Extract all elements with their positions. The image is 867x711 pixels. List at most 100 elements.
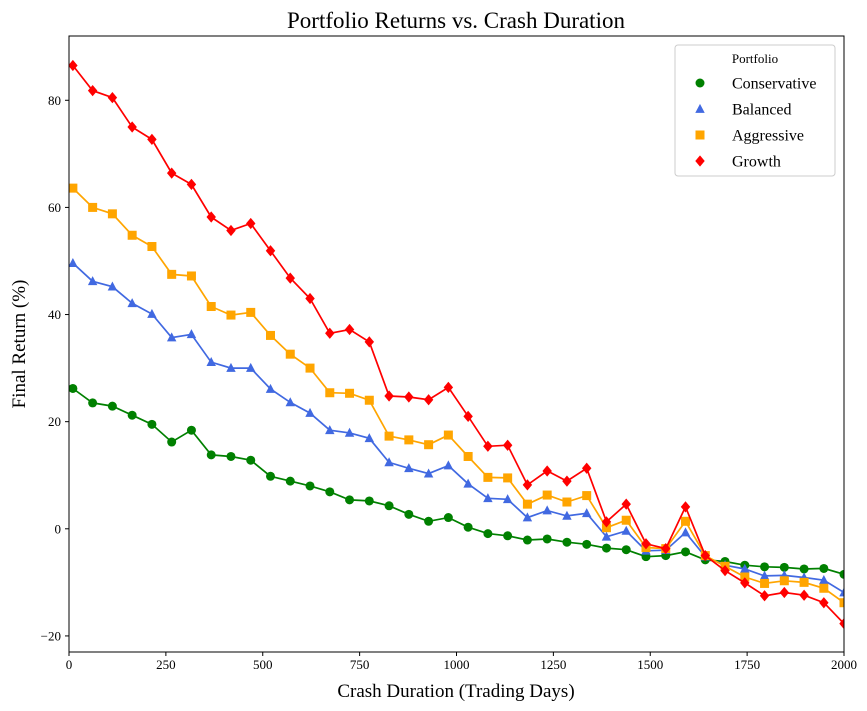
data-point-growth [522,479,533,491]
legend-marker-balanced [695,103,705,113]
data-point-conservative [226,451,236,461]
data-point-aggressive [542,490,552,500]
data-point-conservative [601,543,611,553]
data-point-growth [839,617,844,630]
x-tick-label: 250 [156,657,176,672]
data-point-conservative [799,564,809,574]
data-point-growth [325,327,335,339]
data-point-growth [384,390,394,402]
data-point-balanced [581,508,592,518]
data-point-conservative [147,419,157,429]
data-point-growth [720,564,730,577]
data-point-conservative [206,450,216,460]
data-point-balanced [226,362,236,372]
data-point-aggressive [443,430,453,440]
data-point-balanced [87,276,98,286]
data-point-growth [147,133,157,146]
data-point-aggressive [246,307,256,317]
x-tick-label: 1000 [444,657,470,672]
data-point-aggressive [107,209,117,219]
data-point-balanced [127,298,137,308]
y-tick-label: 80 [48,93,61,108]
data-point-growth [305,292,315,305]
data-point-balanced [404,463,414,473]
legend-label-balanced: Balanced [732,102,792,119]
series-line-growth [72,64,844,625]
data-point-growth [166,167,177,179]
data-point-balanced [562,510,572,520]
data-point-conservative [522,535,532,545]
data-point-conservative [167,437,177,447]
data-point-conservative [542,534,552,544]
data-point-growth [463,410,473,422]
data-point-aggressive [325,388,335,398]
data-point-growth [404,391,414,403]
data-point-aggressive [226,310,236,320]
data-point-growth [246,217,256,230]
data-point-growth [799,589,809,601]
legend-box [674,44,836,177]
axis-ticks: 0 250 500 750 1000 1250 1500 1750 2000 −20 0 20 40 60… [41,93,857,672]
x-tick-label: 0 [66,657,73,672]
data-point-growth [483,440,493,452]
data-point-aggressive [69,183,78,193]
data-point-balanced [384,457,394,467]
legend-title: Portfolio [732,51,778,66]
legend-label-growth: Growth [732,154,781,171]
data-point-aggressive [522,499,532,509]
data-point-aggressive [463,451,473,461]
series-growth [69,59,844,630]
data-point-growth [186,178,197,191]
data-point-aggressive [206,302,216,312]
data-point-balanced [285,397,295,407]
data-point-aggressive [147,242,157,252]
data-point-balanced [759,570,770,580]
data-point-aggressive [305,363,315,373]
data-point-conservative [443,513,453,523]
data-point-balanced [463,478,473,488]
data-point-conservative [819,563,829,573]
data-point-conservative [107,401,117,411]
data-point-aggressive [424,440,434,450]
series-line-aggressive [72,187,844,604]
plot-area [69,59,844,630]
data-point-aggressive [483,472,493,482]
data-point-growth [127,121,137,133]
data-point-conservative [760,562,770,572]
data-point-aggressive [345,388,355,398]
chart-title: Portfolio Returns vs. Crash Duration [287,8,625,33]
data-point-aggressive [562,497,572,507]
data-point-balanced [186,329,197,339]
data-point-growth [69,59,78,72]
data-point-growth [819,597,829,609]
data-point-growth [364,336,375,348]
data-point-aggressive [621,515,631,525]
data-point-conservative [621,545,631,555]
data-point-growth [581,462,592,474]
data-point-aggressive [384,431,394,441]
legend-item-growth: Growth [695,154,781,171]
data-point-growth [443,381,454,394]
data-point-growth [344,323,355,336]
x-tick-label: 2000 [831,657,857,672]
series-conservative [69,383,844,579]
data-point-aggressive [266,330,275,340]
data-point-balanced [107,281,118,291]
data-point-growth [601,516,612,528]
legend: Portfolio Conservative Balanced Aggressive… [674,44,836,177]
data-point-conservative [127,410,137,420]
data-point-balanced [423,468,434,478]
data-point-growth [759,590,770,602]
data-point-conservative [681,547,691,557]
legend-marker-growth [695,155,705,167]
data-point-aggressive [601,523,611,533]
data-point-balanced [502,494,513,504]
legend-label-aggressive: Aggressive [732,128,804,145]
data-point-balanced [443,460,454,470]
data-point-aggressive [740,572,750,582]
data-point-aggressive [799,577,809,587]
data-point-balanced [147,308,157,318]
y-axis-label: Final Return (%) [9,280,30,409]
data-point-aggressive [582,491,592,501]
x-tick-label: 500 [253,657,273,672]
